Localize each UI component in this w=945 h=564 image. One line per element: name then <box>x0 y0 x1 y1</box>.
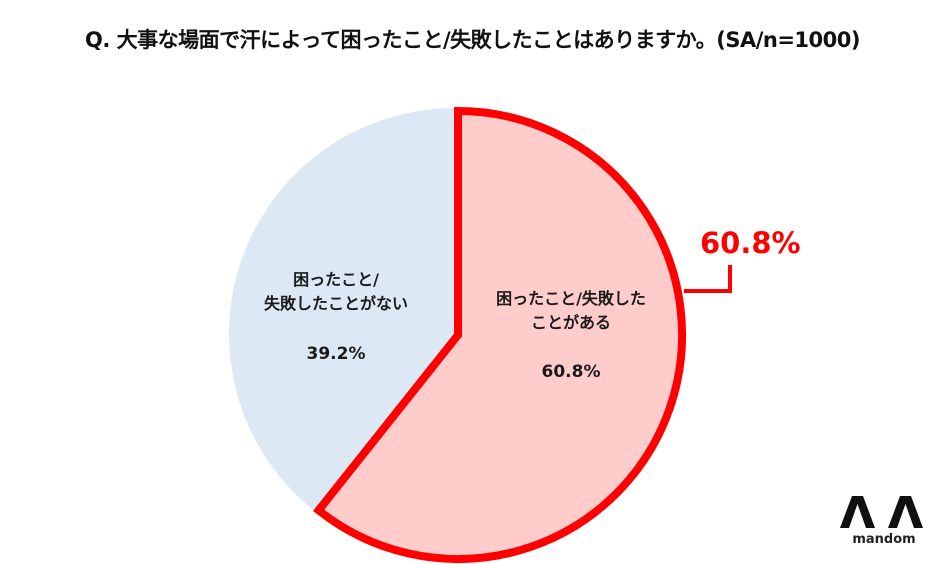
slice-yes-label-line1: 困ったこと/失敗した <box>496 289 646 308</box>
pie-slice-yes <box>312 106 686 563</box>
slice-yes-label-line2: ことがある <box>530 313 611 332</box>
slice-no-value: 39.2% <box>306 344 366 364</box>
slice-no-label-line1: 困ったこと/ <box>293 270 379 289</box>
callout-value: 60.8% <box>700 226 801 260</box>
slice-no-label-line2: 失敗したことがない <box>263 294 408 313</box>
callout-leader-line <box>684 265 732 293</box>
slice-yes-label: 困ったこと/失敗した ことがある <box>466 287 676 335</box>
chart-title: Q. 大事な場面で汗によって困ったこと/失敗したことはありますか。(SA/n=1… <box>85 28 860 52</box>
slice-no-label: 困ったこと/ 失敗したことがない <box>246 268 426 316</box>
mandom-logo-icon <box>840 496 923 528</box>
brand-name: mandom <box>852 532 916 547</box>
slice-yes-value: 60.8% <box>541 362 601 382</box>
